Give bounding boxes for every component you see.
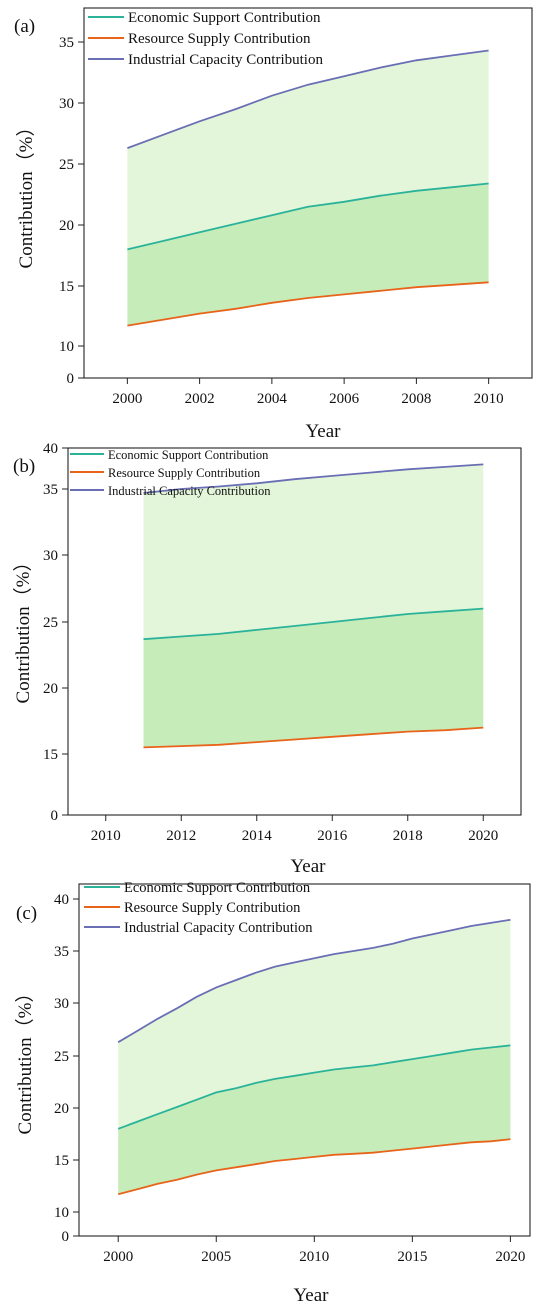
- chart-panel-b: 0 15 20 25 30 35 40 2010 2012 2014 2016 2018 2020 Yea…: [0, 440, 550, 880]
- resource-supply-line: [143, 726, 484, 749]
- x-axis-title: Year: [293, 1285, 329, 1306]
- x-tick-label: 2020: [468, 828, 498, 844]
- chart-svg: 0 10 15 20 25 30 35 40 2000 2005 2010 2015 2020 Year C…: [14, 880, 531, 1306]
- x-tick-label: 2015: [397, 1249, 427, 1265]
- area-fill-upper: [127, 50, 489, 250]
- y-tick-label: 30: [43, 548, 58, 564]
- y-tick-label: 30: [54, 996, 69, 1012]
- panel-label: (c): [16, 903, 37, 924]
- y-tick-label: 25: [54, 1049, 69, 1065]
- x-tick-label: 2010: [299, 1249, 329, 1265]
- x-tick-label: 2016: [317, 828, 348, 844]
- x-tick-label: 2002: [185, 391, 215, 407]
- chart-svg: 0 10 15 20 25 30 35 2000 2002 2004 2006 2008 2010 Yea…: [14, 7, 533, 440]
- y-tick-label: 15: [43, 747, 58, 763]
- y-axis-title: Contribution（%）: [15, 118, 37, 269]
- y-tick-label: 35: [43, 482, 58, 498]
- x-tick-label: 2005: [201, 1249, 231, 1265]
- legend-resource-supply-label: Resource Supply Contribution: [108, 466, 261, 480]
- y-tick-label: 20: [43, 681, 58, 697]
- industrial-capacity-line: [127, 49, 489, 149]
- panel-label: (a): [14, 16, 35, 37]
- legend-economic-support-label: Economic Support Contribution: [128, 10, 321, 26]
- x-tick-label: 2018: [393, 828, 423, 844]
- legend-industrial-capacity-label: Industrial Capacity Contribution: [124, 920, 313, 936]
- y-tick-label: 20: [54, 1101, 69, 1117]
- x-tick-label: 2010: [474, 391, 504, 407]
- area-fill-lower: [143, 608, 484, 748]
- y-tick-label: 25: [59, 157, 74, 173]
- legend-industrial-capacity-label: Industrial Capacity Contribution: [108, 484, 271, 498]
- x-tick-label: 2020: [495, 1249, 525, 1265]
- area-fill-upper: [118, 919, 511, 1129]
- resource-supply-line: [127, 281, 489, 327]
- panel-label: (b): [13, 456, 35, 477]
- y-tick-label: 15: [59, 279, 74, 295]
- y-tick-label: 20: [59, 218, 74, 234]
- economic-support-line: [143, 607, 484, 641]
- resource-supply-line: [117, 1138, 511, 1196]
- y-tick-label: 15: [54, 1153, 69, 1169]
- x-tick-label: 2004: [257, 391, 288, 407]
- x-axis-title: Year: [290, 856, 326, 877]
- legend-economic-support-label: Economic Support Contribution: [108, 448, 269, 462]
- x-tick-label: 2000: [112, 391, 142, 407]
- chart-panel-c: 0 10 15 20 25 30 35 40 2000 2005 2010 2015 2020 Year C…: [0, 875, 550, 1314]
- industrial-capacity-line: [143, 463, 484, 494]
- x-tick-label: 2010: [91, 828, 121, 844]
- y-tick-label: 10: [59, 339, 74, 355]
- y-tick-label: 35: [54, 944, 69, 960]
- y-axis-title: Contribution（%）: [12, 553, 34, 704]
- area-fill-lower: [118, 1045, 511, 1195]
- area-fill-lower: [127, 183, 489, 326]
- legend-resource-supply-label: Resource Supply Contribution: [124, 900, 301, 916]
- plot-frame: [78, 883, 531, 1237]
- plot-frame: [83, 7, 533, 379]
- legend-economic-support-label: Economic Support Contribution: [124, 880, 311, 896]
- y-tick-label: 40: [43, 441, 58, 457]
- x-axis-title: Year: [305, 421, 341, 440]
- y-tick-label: 35: [59, 35, 74, 51]
- y-tick-label: 40: [54, 892, 69, 908]
- legend-industrial-capacity-label: Industrial Capacity Contribution: [128, 52, 323, 68]
- y-tick-label: 0: [62, 1229, 70, 1245]
- y-tick-label: 30: [59, 96, 74, 112]
- economic-support-line: [127, 182, 489, 251]
- industrial-capacity-line: [117, 918, 511, 1043]
- y-tick-label: 25: [43, 615, 58, 631]
- plot-frame: [67, 447, 522, 816]
- legend-resource-supply-label: Resource Supply Contribution: [128, 31, 311, 47]
- y-axis-title: Contribution（%）: [14, 984, 36, 1135]
- y-tick-label: 10: [54, 1205, 69, 1221]
- chart-svg: 0 15 20 25 30 35 40 2010 2012 2014 2016 2018 2020 Yea…: [12, 441, 522, 877]
- chart-panel-a: 0 10 15 20 25 30 35 2000 2002 2004 2006 2008 2010 Yea…: [0, 0, 550, 440]
- economic-support-line: [117, 1044, 511, 1130]
- x-tick-label: 2014: [242, 828, 273, 844]
- area-fill-upper: [143, 464, 484, 640]
- x-tick-label: 2012: [166, 828, 196, 844]
- x-tick-label: 2008: [401, 391, 431, 407]
- x-tick-label: 2000: [103, 1249, 133, 1265]
- x-tick-label: 2006: [329, 391, 360, 407]
- y-tick-label: 0: [51, 808, 59, 824]
- y-tick-label: 0: [67, 371, 75, 387]
